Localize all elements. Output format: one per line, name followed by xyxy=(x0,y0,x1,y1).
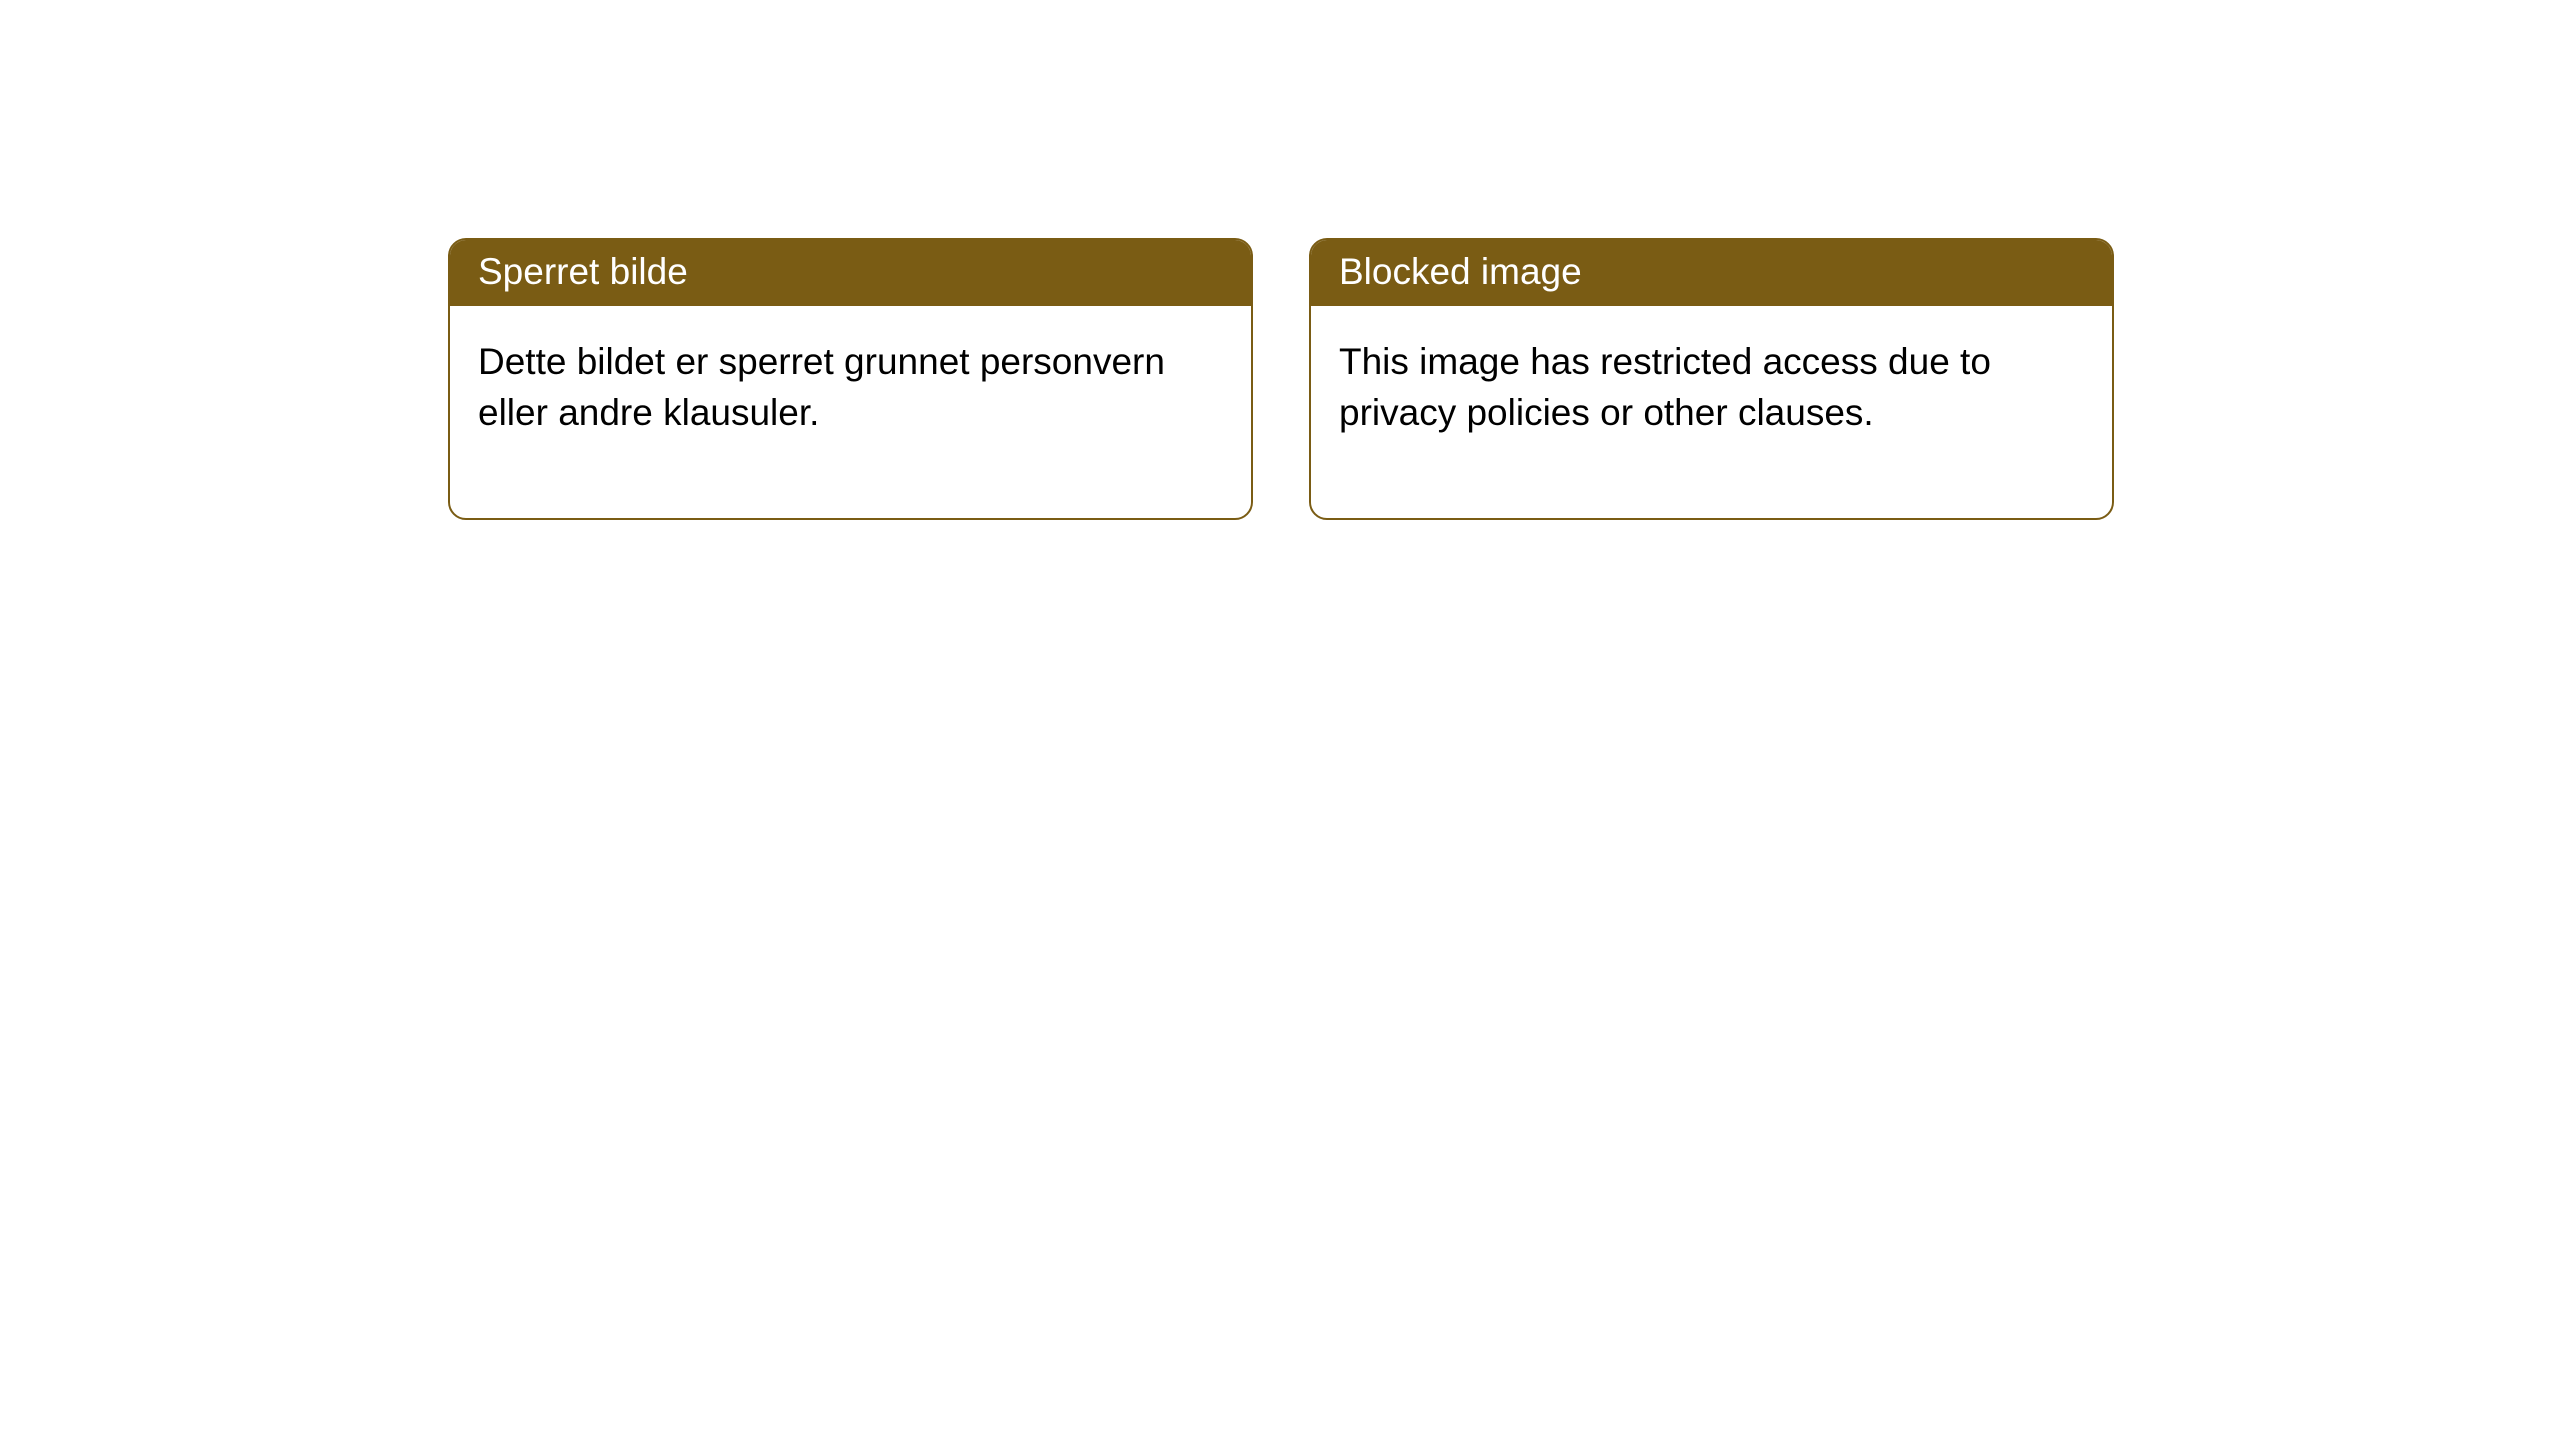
notice-header-no: Sperret bilde xyxy=(450,240,1251,306)
notice-card-no: Sperret bilde Dette bildet er sperret gr… xyxy=(448,238,1253,520)
notice-body-en: This image has restricted access due to … xyxy=(1311,306,2112,518)
notice-container: Sperret bilde Dette bildet er sperret gr… xyxy=(0,0,2560,520)
notice-header-en: Blocked image xyxy=(1311,240,2112,306)
notice-card-en: Blocked image This image has restricted … xyxy=(1309,238,2114,520)
notice-body-no: Dette bildet er sperret grunnet personve… xyxy=(450,306,1251,518)
